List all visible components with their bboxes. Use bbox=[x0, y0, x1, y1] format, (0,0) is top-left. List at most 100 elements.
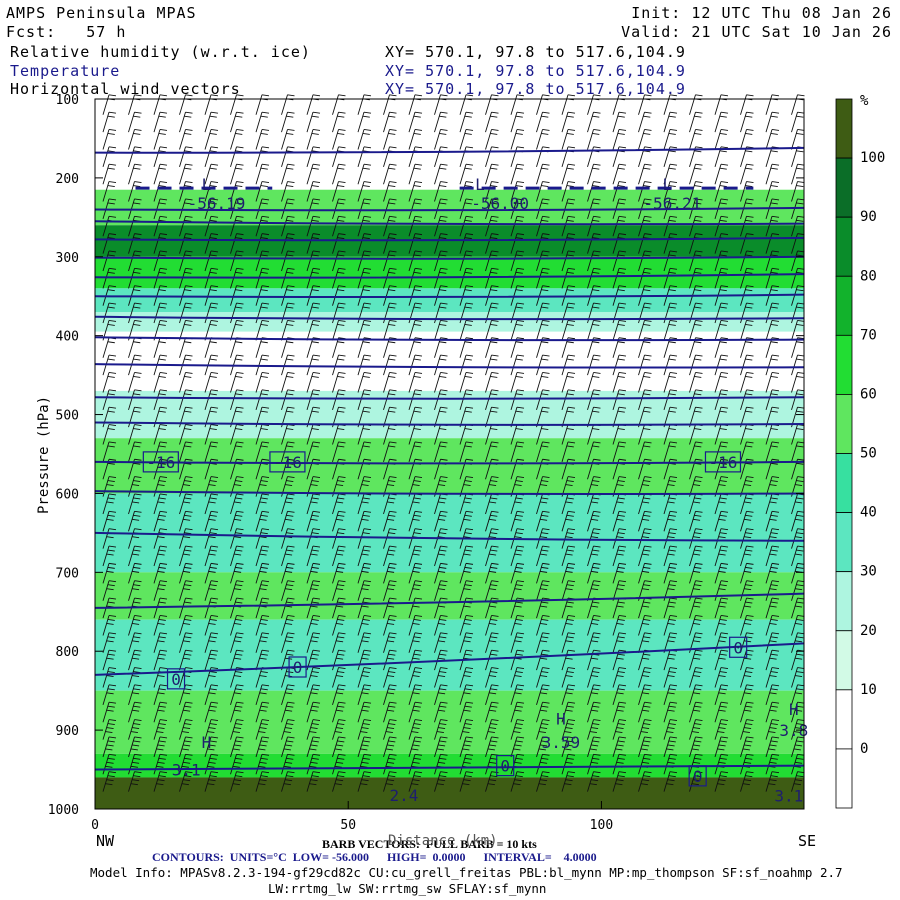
barb-flag bbox=[541, 740, 549, 743]
barb-flag bbox=[567, 649, 576, 652]
wind-barb bbox=[434, 250, 448, 272]
wind-barb bbox=[459, 250, 474, 272]
barb-staff bbox=[204, 181, 212, 202]
barb-flag bbox=[234, 744, 242, 747]
barb-flag bbox=[107, 428, 115, 430]
barb-flag bbox=[235, 202, 243, 205]
barb-flag bbox=[363, 476, 372, 479]
barb-flag bbox=[566, 566, 574, 569]
barb-flag bbox=[338, 684, 346, 687]
barb-flag bbox=[489, 605, 497, 608]
barb-flag bbox=[181, 765, 189, 768]
barb-flag bbox=[312, 406, 321, 409]
barb-flag bbox=[719, 723, 727, 726]
barb-flag bbox=[184, 497, 192, 500]
barb-flag bbox=[592, 740, 600, 743]
barb-staff bbox=[408, 337, 416, 358]
barb-flag bbox=[387, 553, 395, 556]
barb-flag bbox=[134, 736, 142, 739]
barb-flag bbox=[130, 783, 138, 786]
barb-flag bbox=[361, 761, 369, 764]
barb-flag bbox=[260, 358, 268, 361]
barb-flag bbox=[465, 562, 474, 565]
wind-barb bbox=[485, 129, 499, 150]
barb-flag bbox=[286, 271, 294, 274]
barb-staff bbox=[714, 181, 722, 202]
wind-barb bbox=[357, 198, 372, 220]
wind-barb bbox=[587, 545, 601, 567]
barb-flag bbox=[156, 783, 164, 786]
wind-barb bbox=[408, 684, 423, 705]
barb-staff bbox=[408, 563, 416, 584]
barb-flag bbox=[719, 219, 727, 222]
barb-flag bbox=[287, 510, 295, 513]
barb-flag bbox=[362, 393, 370, 396]
wind-barb bbox=[230, 372, 244, 393]
barb-flag bbox=[746, 285, 754, 288]
barb-flag bbox=[158, 150, 166, 153]
barb-flag bbox=[567, 215, 576, 218]
barb-flag bbox=[541, 445, 549, 448]
barb-flag bbox=[312, 597, 321, 600]
barb-staff bbox=[714, 719, 722, 740]
barb-flag bbox=[337, 237, 345, 240]
wind-barb bbox=[408, 667, 423, 688]
barb-staff bbox=[102, 493, 110, 515]
barb-flag bbox=[311, 601, 319, 604]
barb-flag bbox=[464, 393, 472, 396]
barb-flag bbox=[440, 319, 448, 322]
barb-flag bbox=[720, 614, 729, 617]
wind-barb bbox=[102, 701, 117, 723]
barb-flag bbox=[311, 584, 319, 587]
barb-flag bbox=[718, 536, 726, 539]
barb-flag bbox=[208, 657, 216, 660]
barb-flag bbox=[259, 779, 267, 782]
barb-flag bbox=[693, 657, 701, 660]
barb-flag bbox=[361, 570, 369, 573]
barb-flag bbox=[107, 653, 115, 656]
wind-barb bbox=[306, 441, 321, 463]
barb-flag bbox=[106, 761, 114, 764]
barb-flag bbox=[312, 250, 321, 253]
barb-flag bbox=[236, 111, 244, 114]
barb-staff bbox=[765, 615, 773, 636]
barb-staff bbox=[740, 650, 747, 671]
barb-flag bbox=[464, 219, 472, 222]
barb-flag bbox=[667, 518, 675, 521]
barb-flag bbox=[440, 753, 448, 756]
barb-flag bbox=[770, 653, 778, 656]
barb-flag bbox=[745, 688, 753, 691]
barb-flag bbox=[593, 198, 601, 201]
barb-flag bbox=[566, 480, 574, 483]
barb-staff bbox=[153, 597, 161, 619]
barb-flag bbox=[642, 779, 650, 782]
barb-flag bbox=[286, 618, 294, 621]
barb-flag bbox=[617, 723, 625, 726]
barb-flag bbox=[235, 341, 243, 344]
wind-barb bbox=[536, 129, 550, 150]
wind-barb bbox=[179, 562, 193, 584]
barb-flag bbox=[720, 545, 729, 548]
barb-staff bbox=[561, 632, 569, 653]
wind-barb bbox=[204, 424, 219, 445]
barb-flag bbox=[413, 497, 421, 500]
barb-flag bbox=[694, 723, 702, 726]
barb-flag bbox=[538, 731, 546, 734]
barb-flag bbox=[465, 510, 474, 513]
barb-flag bbox=[260, 445, 268, 448]
barb-flag bbox=[720, 302, 729, 305]
barb-flag bbox=[210, 649, 219, 652]
barb-flag bbox=[745, 271, 753, 274]
barb-flag bbox=[312, 580, 321, 583]
barb-flag bbox=[797, 233, 805, 236]
barb-staff bbox=[281, 372, 288, 393]
barb-flag bbox=[439, 618, 447, 621]
barb-flag bbox=[618, 580, 627, 583]
barb-flag bbox=[695, 163, 703, 166]
wind-barb bbox=[434, 372, 448, 393]
barb-staff bbox=[306, 94, 314, 115]
barb-flag bbox=[643, 393, 651, 396]
barb-staff bbox=[663, 511, 671, 532]
barb-flag bbox=[567, 667, 576, 669]
barb-flag bbox=[158, 133, 166, 135]
